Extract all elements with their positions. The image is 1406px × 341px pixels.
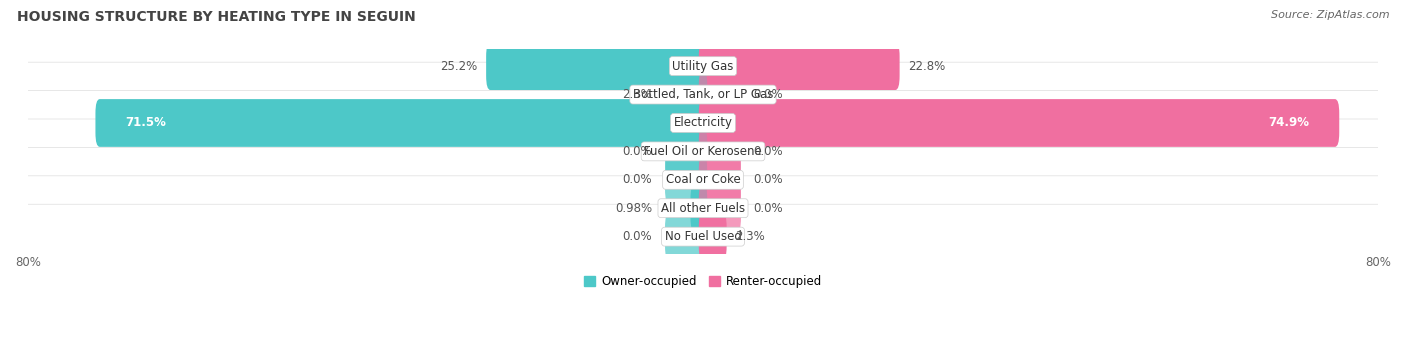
Text: Bottled, Tank, or LP Gas: Bottled, Tank, or LP Gas bbox=[633, 88, 773, 101]
FancyBboxPatch shape bbox=[21, 62, 1385, 127]
Text: No Fuel Used: No Fuel Used bbox=[665, 230, 741, 243]
FancyBboxPatch shape bbox=[699, 156, 741, 204]
FancyBboxPatch shape bbox=[96, 99, 707, 147]
FancyBboxPatch shape bbox=[24, 92, 1388, 157]
Text: 0.98%: 0.98% bbox=[616, 202, 652, 215]
FancyBboxPatch shape bbox=[21, 147, 1385, 212]
FancyBboxPatch shape bbox=[665, 156, 707, 204]
FancyBboxPatch shape bbox=[699, 128, 741, 175]
FancyBboxPatch shape bbox=[486, 42, 707, 90]
Text: Fuel Oil or Kerosene: Fuel Oil or Kerosene bbox=[644, 145, 762, 158]
FancyBboxPatch shape bbox=[690, 184, 707, 232]
FancyBboxPatch shape bbox=[24, 205, 1388, 270]
FancyBboxPatch shape bbox=[21, 34, 1385, 99]
Text: HOUSING STRUCTURE BY HEATING TYPE IN SEGUIN: HOUSING STRUCTURE BY HEATING TYPE IN SEG… bbox=[17, 10, 416, 24]
Text: 2.3%: 2.3% bbox=[623, 88, 652, 101]
FancyBboxPatch shape bbox=[21, 119, 1385, 184]
Text: 0.0%: 0.0% bbox=[754, 88, 783, 101]
Text: 74.9%: 74.9% bbox=[1268, 117, 1310, 130]
Text: 71.5%: 71.5% bbox=[125, 117, 166, 130]
FancyBboxPatch shape bbox=[24, 177, 1388, 242]
Text: All other Fuels: All other Fuels bbox=[661, 202, 745, 215]
FancyBboxPatch shape bbox=[24, 63, 1388, 128]
Legend: Owner-occupied, Renter-occupied: Owner-occupied, Renter-occupied bbox=[579, 270, 827, 293]
FancyBboxPatch shape bbox=[21, 176, 1385, 241]
FancyBboxPatch shape bbox=[24, 120, 1388, 185]
Text: 0.0%: 0.0% bbox=[623, 173, 652, 186]
Text: Coal or Coke: Coal or Coke bbox=[665, 173, 741, 186]
Text: 0.0%: 0.0% bbox=[754, 202, 783, 215]
FancyBboxPatch shape bbox=[24, 149, 1388, 213]
Text: 0.0%: 0.0% bbox=[623, 230, 652, 243]
FancyBboxPatch shape bbox=[21, 204, 1385, 269]
FancyBboxPatch shape bbox=[21, 91, 1385, 155]
FancyBboxPatch shape bbox=[679, 71, 707, 118]
FancyBboxPatch shape bbox=[699, 184, 741, 232]
FancyBboxPatch shape bbox=[24, 35, 1388, 100]
Text: Source: ZipAtlas.com: Source: ZipAtlas.com bbox=[1271, 10, 1389, 20]
FancyBboxPatch shape bbox=[665, 128, 707, 175]
Text: 0.0%: 0.0% bbox=[754, 145, 783, 158]
Text: 0.0%: 0.0% bbox=[754, 173, 783, 186]
FancyBboxPatch shape bbox=[699, 71, 741, 118]
Text: 25.2%: 25.2% bbox=[440, 60, 478, 73]
Text: 2.3%: 2.3% bbox=[735, 230, 765, 243]
FancyBboxPatch shape bbox=[699, 42, 900, 90]
Text: Electricity: Electricity bbox=[673, 117, 733, 130]
Text: 22.8%: 22.8% bbox=[908, 60, 945, 73]
FancyBboxPatch shape bbox=[699, 99, 1340, 147]
FancyBboxPatch shape bbox=[665, 213, 707, 261]
Text: Utility Gas: Utility Gas bbox=[672, 60, 734, 73]
Text: 0.0%: 0.0% bbox=[623, 145, 652, 158]
FancyBboxPatch shape bbox=[699, 213, 727, 261]
